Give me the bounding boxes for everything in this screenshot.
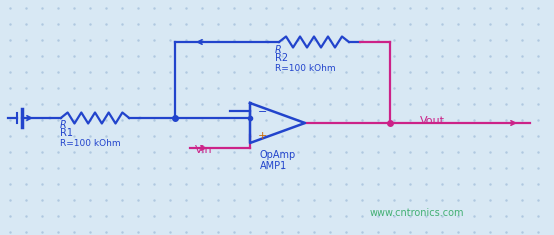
Text: R: R: [275, 45, 282, 55]
Text: R: R: [60, 120, 66, 130]
Text: R=100 kOhm: R=100 kOhm: [275, 64, 336, 73]
Text: www.cntronics.com: www.cntronics.com: [370, 208, 464, 218]
Text: R2: R2: [275, 53, 288, 63]
Text: OpAmp: OpAmp: [260, 150, 296, 160]
Text: Vout: Vout: [420, 116, 445, 126]
Text: AMP1: AMP1: [260, 161, 288, 171]
Text: Vin: Vin: [195, 145, 213, 155]
Text: −: −: [258, 107, 268, 117]
Text: +: +: [258, 131, 268, 141]
Text: R=100 kOhm: R=100 kOhm: [60, 139, 121, 148]
Text: R1: R1: [60, 128, 73, 138]
